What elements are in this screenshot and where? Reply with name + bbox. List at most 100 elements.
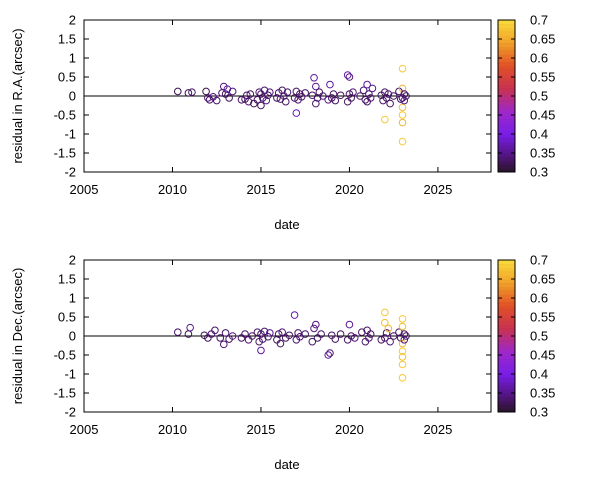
- colorbar-band: [498, 366, 515, 371]
- x-tick-label: 2015: [246, 182, 275, 197]
- y-tick-label: 0: [69, 89, 76, 104]
- data-point: [248, 332, 256, 340]
- points-ra: [173, 64, 410, 146]
- data-point: [212, 96, 221, 105]
- colorbar-band: [498, 27, 515, 32]
- colorbar-band: [498, 389, 515, 394]
- data-point: [326, 80, 334, 89]
- data-point: [331, 335, 340, 343]
- y-tick-label: -2: [64, 405, 76, 420]
- data-point: [331, 96, 340, 105]
- data-point: [202, 87, 210, 96]
- data-point: [361, 96, 370, 104]
- y-tick-label: 1.5: [58, 32, 76, 47]
- colorbar-band: [498, 115, 515, 120]
- data-point: [221, 329, 230, 337]
- colorbar-band: [498, 313, 515, 318]
- y-tick-label: -1: [64, 127, 76, 142]
- data-point: [398, 360, 407, 369]
- colorbar-band: [498, 20, 515, 25]
- data-point: [384, 324, 393, 333]
- colorbar-band: [498, 96, 515, 101]
- data-point: [398, 111, 407, 119]
- data-point: [273, 94, 281, 102]
- colorbar-band: [498, 31, 515, 36]
- x-axis-title-dec: date: [274, 457, 299, 472]
- x-tick-label: 2010: [158, 182, 187, 197]
- colorbar-tick-label: 0.4: [530, 127, 548, 142]
- x-tick-label: 2005: [70, 422, 99, 437]
- data-point: [398, 322, 407, 331]
- data-point: [188, 88, 196, 96]
- colorbar-band: [498, 141, 515, 146]
- colorbar-band: [498, 153, 515, 158]
- data-point: [384, 90, 393, 98]
- colorbar-band: [498, 339, 515, 345]
- data-point: [253, 96, 262, 104]
- colorbar-band: [498, 156, 515, 162]
- colorbar-band: [498, 282, 515, 288]
- data-point: [266, 329, 274, 337]
- y-axis-title-ra: residual in R.A.(arcsec): [10, 28, 25, 163]
- colorbar-tick-label: 0.35: [530, 386, 555, 401]
- data-point: [402, 92, 410, 100]
- colorbar-tick-label: 0.6: [530, 51, 548, 66]
- data-point: [365, 90, 373, 98]
- colorbar-band: [498, 35, 515, 40]
- data-point: [345, 320, 354, 329]
- colorbar-band: [498, 370, 515, 375]
- colorbar-tick-label: 0.65: [530, 32, 555, 47]
- colorbar-band: [498, 355, 515, 360]
- x-axis-title-ra: date: [274, 217, 299, 232]
- colorbar-band: [498, 279, 515, 284]
- colorbar-band: [498, 77, 515, 82]
- colorbar-band: [498, 145, 515, 150]
- data-point: [312, 320, 320, 329]
- data-point: [204, 94, 212, 102]
- y-tick-label: 1.5: [58, 272, 76, 287]
- data-point: [381, 308, 389, 317]
- data-point: [184, 89, 193, 97]
- colorbar-band: [498, 164, 515, 169]
- colorbar-band: [498, 126, 515, 131]
- data-point: [398, 103, 407, 112]
- data-point: [246, 90, 255, 98]
- colorbar-band: [498, 130, 515, 135]
- axes-ra: -2 -1.5 -1 -0.5 0 0.5 1 1.5 2 2005 2010 2015 2020 202…: [54, 13, 491, 197]
- colorbar-band: [498, 351, 515, 356]
- data-point: [400, 336, 409, 344]
- colorbar-tick-label: 0.5: [530, 89, 548, 104]
- data-point: [278, 328, 286, 337]
- colorbar-tick-label: 0.55: [530, 70, 555, 85]
- panel-dec: -2 -1.5 -1 -0.5 0 0.5 1 1.5 2 2005 2010 2015 2020 202…: [10, 253, 555, 473]
- y-tick-label: 2: [69, 13, 76, 28]
- data-point: [290, 311, 299, 319]
- data-point: [398, 339, 407, 348]
- colorbar-band: [498, 362, 515, 367]
- data-point: [253, 328, 262, 337]
- colorbar-tick-label: 0.4: [530, 367, 548, 382]
- data-point: [257, 346, 265, 355]
- data-point: [301, 89, 309, 97]
- colorbar-band: [498, 42, 515, 48]
- data-point: [382, 329, 391, 337]
- colorbar-band: [498, 88, 515, 93]
- colorbar-band: [498, 160, 515, 165]
- data-point: [347, 332, 356, 340]
- colorbar-band: [498, 347, 515, 352]
- colorbar-band: [498, 118, 515, 124]
- data-point: [326, 349, 334, 357]
- data-point: [398, 347, 407, 356]
- data-point: [237, 96, 246, 104]
- data-point: [363, 80, 371, 89]
- colorbar-band: [498, 92, 515, 97]
- data-point: [343, 97, 352, 106]
- data-point: [368, 84, 377, 93]
- colorbar-band: [498, 50, 515, 55]
- colorbar-band: [498, 290, 515, 295]
- x-tick-label: 2015: [246, 422, 275, 437]
- data-point: [398, 64, 407, 73]
- colorbar-tick-label: 0.6: [530, 291, 548, 306]
- colorbar-band: [498, 305, 515, 310]
- colorbar-band: [498, 122, 515, 127]
